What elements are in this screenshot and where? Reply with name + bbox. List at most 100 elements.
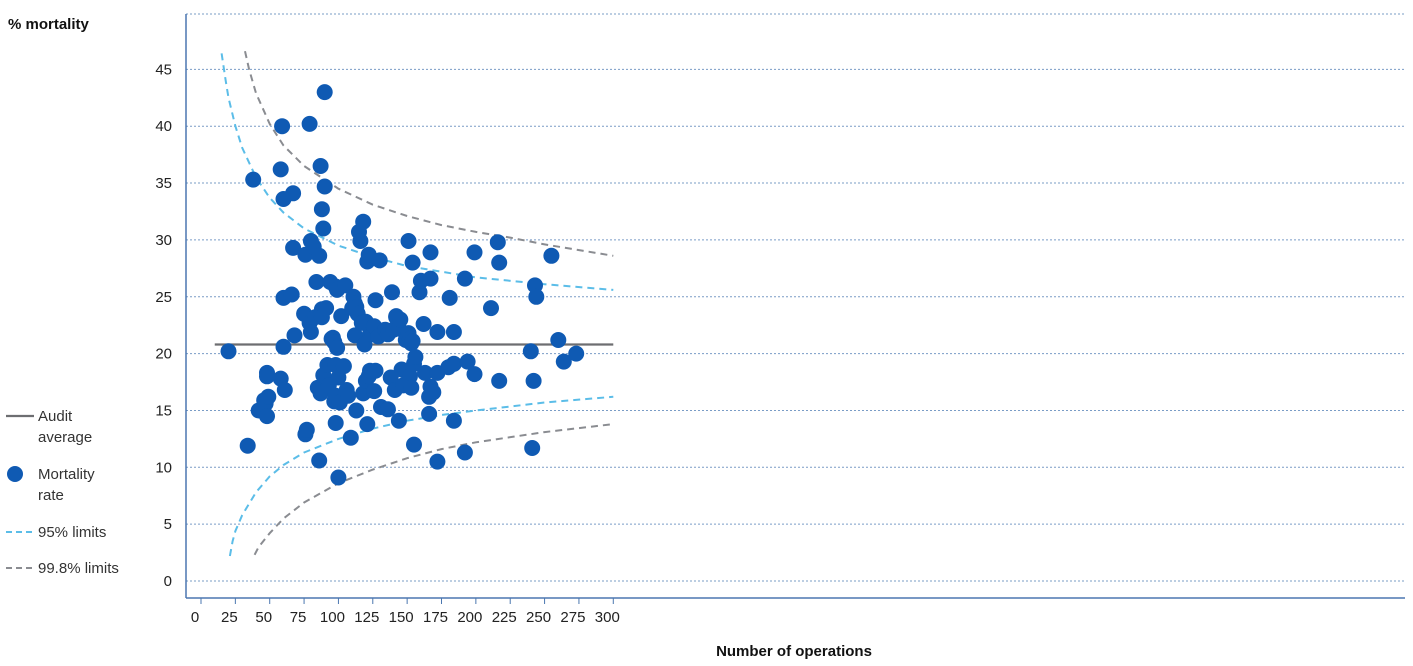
mortality-point-90 xyxy=(366,383,383,400)
legend-label-limit998-0: 99.8% limits xyxy=(38,560,119,577)
axes: 0 5 10 15 20 25 30 35 40 45 0 25 50 75 100 125 150 175 200… xyxy=(155,14,1405,626)
mortality-point-17 xyxy=(283,286,300,303)
mortality-point-121 xyxy=(407,349,424,365)
mortality-point-18 xyxy=(285,185,302,202)
y-tick-label-45: 45 xyxy=(155,61,172,78)
mortality-point-138 xyxy=(445,412,462,429)
mortality-point-141 xyxy=(456,444,473,461)
mortality-point-140 xyxy=(456,270,473,287)
mortality-point-2 xyxy=(245,171,262,188)
y-tick-label-5: 5 xyxy=(164,516,172,533)
mortality-point-145 xyxy=(483,300,499,317)
mortality-point-63 xyxy=(337,277,354,294)
y-tick-label-40: 40 xyxy=(155,118,172,135)
mortality-point-124 xyxy=(415,316,432,332)
x-tick-label-275: 275 xyxy=(560,609,585,626)
mortality-point-107 xyxy=(392,311,409,328)
mortality-point-150 xyxy=(524,440,541,456)
mortality-point-136 xyxy=(441,289,458,306)
x-tick-label-50: 50 xyxy=(255,609,272,626)
mortality-point-148 xyxy=(491,372,508,389)
x-tick-label-125: 125 xyxy=(354,609,379,626)
legend-swatch-mortality_rate xyxy=(7,466,23,482)
mortality-point-98 xyxy=(379,401,396,418)
limit-998-upper xyxy=(244,50,614,257)
mortality-point-139 xyxy=(445,324,462,340)
y-tick-label-20: 20 xyxy=(155,346,172,363)
x-tick-label-250: 250 xyxy=(526,609,551,626)
mortality-point-1 xyxy=(239,437,256,454)
mortality-point-92 xyxy=(367,362,384,379)
x-tick-label-300: 300 xyxy=(595,609,620,626)
mortality-point-129 xyxy=(422,270,439,287)
mortality-point-75 xyxy=(352,233,369,249)
x-tick-label-25: 25 xyxy=(221,609,238,626)
x-tick-label-100: 100 xyxy=(320,609,345,626)
mortality-point-154 xyxy=(543,247,560,264)
legend-label-audit_average-1: average xyxy=(38,429,92,446)
x-tick-label-0: 0 xyxy=(191,609,199,626)
mortality-point-120 xyxy=(406,436,422,453)
legend-label-mortality_rate-0: Mortality xyxy=(38,466,95,483)
mortality-point-56 xyxy=(329,339,346,356)
y-tick-label-25: 25 xyxy=(155,289,172,306)
mortality-point-8 xyxy=(259,408,275,425)
y-tick-label-10: 10 xyxy=(155,459,172,476)
mortality-point-132 xyxy=(429,324,446,340)
mortality-point-131 xyxy=(425,384,442,401)
mortality-point-126 xyxy=(421,405,438,422)
mortality-point-155 xyxy=(550,332,567,348)
x-axis-title: Number of operations xyxy=(716,643,872,660)
mortality-point-35 xyxy=(312,158,329,174)
mortality-point-24 xyxy=(298,421,315,438)
x-tick-label-75: 75 xyxy=(290,609,307,626)
mortality-points xyxy=(220,84,585,486)
mortality-point-142 xyxy=(459,353,476,370)
gridlines xyxy=(186,13,1405,582)
mortality-point-53 xyxy=(327,415,344,431)
mortality-point-94 xyxy=(371,252,388,269)
mortality-point-125 xyxy=(417,364,433,381)
mortality-point-71 xyxy=(348,402,365,419)
mortality-point-14 xyxy=(275,338,292,355)
mortality-point-10 xyxy=(272,161,289,178)
mortality-point-0 xyxy=(220,343,237,360)
mortality-point-65 xyxy=(340,387,357,404)
mortality-point-37 xyxy=(313,201,330,218)
mortality-point-137 xyxy=(445,355,462,372)
limit-998-lower xyxy=(253,423,614,556)
mortality-point-134 xyxy=(429,453,446,470)
mortality-point-130 xyxy=(422,244,439,261)
legend: Audit average Mortality rate 95% limits 99.8%… xyxy=(6,408,119,577)
mortality-point-33 xyxy=(311,452,328,469)
limit-95-lower xyxy=(228,395,614,557)
mortality-point-156 xyxy=(555,353,572,370)
mortality-point-28 xyxy=(302,324,319,340)
mortality-point-20 xyxy=(286,327,303,344)
y-tick-label-35: 35 xyxy=(155,175,172,192)
mortality-point-82 xyxy=(359,416,376,433)
mortality-point-115 xyxy=(403,379,420,396)
mortality-point-62 xyxy=(335,358,352,375)
mortality-point-100 xyxy=(384,284,400,301)
mortality-point-106 xyxy=(390,412,407,429)
y-tick-label-15: 15 xyxy=(155,402,172,419)
mortality-point-9 xyxy=(260,388,277,405)
mortality-point-16 xyxy=(276,382,293,398)
mortality-point-59 xyxy=(330,469,347,486)
mortality-point-66 xyxy=(342,429,359,446)
mortality-point-149 xyxy=(522,343,539,360)
x-tick-label-150: 150 xyxy=(389,609,414,626)
x-tick-label-225: 225 xyxy=(492,609,517,626)
mortality-point-112 xyxy=(400,233,417,249)
mortality-point-147 xyxy=(491,254,508,271)
mortality-point-44 xyxy=(318,300,335,317)
mortality-point-91 xyxy=(367,292,384,309)
x-tick-label-175: 175 xyxy=(423,609,448,626)
mortality-point-31 xyxy=(308,274,325,290)
mortality-point-12 xyxy=(274,118,291,135)
mortality-point-117 xyxy=(404,254,421,271)
mortality-point-61 xyxy=(333,308,350,325)
y-axis-title: % mortality xyxy=(8,16,90,33)
